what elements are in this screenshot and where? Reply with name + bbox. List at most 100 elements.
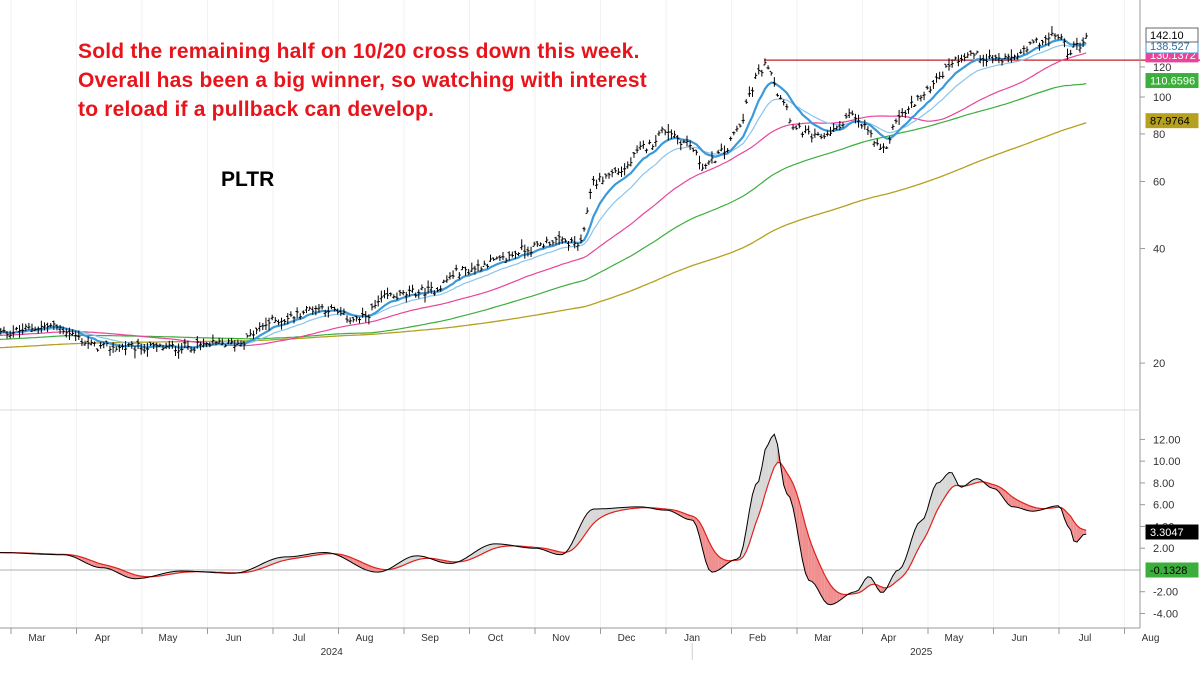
price-bar (214, 341, 218, 346)
price-bar (1000, 58, 1004, 66)
price-bar (401, 289, 405, 296)
price-bar (114, 346, 118, 352)
macd-fill-segment (867, 576, 872, 587)
price-bar (535, 241, 539, 247)
price-bar (17, 325, 22, 338)
macd-fill-segment (359, 561, 363, 569)
price-bar (420, 284, 424, 291)
price-bar (152, 342, 156, 349)
macd-fill-segment (895, 569, 900, 582)
price-bar (685, 135, 689, 147)
macd-fill-segment (771, 434, 775, 476)
price-bar (77, 330, 81, 340)
price-bar (320, 303, 324, 310)
macd-fill-segment (705, 534, 709, 570)
price-bar (707, 160, 711, 166)
macd-fill-segment (902, 559, 906, 577)
macd-tick-label: 12.00 (1153, 434, 1181, 446)
price-bar (361, 307, 365, 318)
price-tick-label: 20 (1153, 358, 1165, 370)
price-bar (95, 348, 100, 352)
price-bar (529, 246, 533, 257)
price-bar (304, 305, 309, 314)
year-label: 2025 (910, 647, 933, 658)
macd-fill-segment (702, 527, 706, 562)
price-bar (791, 124, 795, 131)
series-line-ema10 (0, 38, 1087, 350)
price-bar (117, 344, 121, 352)
price-bar (130, 341, 134, 349)
price-bar (507, 251, 511, 261)
price-bar (1034, 37, 1038, 43)
month-label: Jul (293, 633, 306, 644)
price-bar (928, 86, 932, 94)
macd-fill-segment (1070, 516, 1074, 541)
price-bar (657, 130, 661, 137)
price-bar (1012, 54, 1017, 60)
price-bar (432, 290, 436, 296)
price-bar (682, 139, 686, 144)
macd-fill-segment (789, 477, 794, 509)
price-bar (1081, 37, 1085, 48)
price-bar (626, 161, 630, 169)
price-bar (573, 236, 577, 249)
macd-fill-segment (793, 483, 797, 525)
month-label: Aug (356, 633, 374, 644)
macd-fill-segment (933, 483, 937, 519)
price-bar (323, 309, 327, 317)
price-bar (691, 148, 695, 153)
price-bar (1062, 38, 1067, 48)
price-bar (279, 317, 284, 330)
macd-fill-segment (708, 541, 712, 573)
price-bar (863, 119, 867, 130)
month-label: Jul (1079, 633, 1092, 644)
price-bar (492, 257, 496, 262)
price-bar (1016, 52, 1020, 60)
price-bar (89, 339, 93, 346)
price-bar (24, 323, 28, 332)
price-bar (1025, 46, 1029, 53)
macd-fill-segment (715, 552, 719, 572)
price-bar (978, 55, 982, 64)
month-label: Mar (814, 633, 832, 644)
macd-tick-label: 8.00 (1153, 478, 1174, 490)
price-bar (170, 340, 174, 349)
price-bar (785, 103, 789, 111)
price-bar (357, 317, 362, 324)
price-bar (314, 305, 318, 316)
price-bar (133, 345, 137, 359)
macd-fill-segment (724, 559, 728, 566)
price-bar (1053, 33, 1057, 40)
price-bar (763, 58, 767, 66)
price-bar (239, 340, 243, 347)
macd-fill-segment (1064, 509, 1068, 526)
price-bar (410, 284, 415, 293)
price-bar (414, 292, 418, 298)
macd-fill-segment (1014, 498, 1018, 508)
price-bar (1047, 32, 1051, 47)
price-bar (629, 157, 633, 167)
price-bar (139, 343, 143, 355)
price-bar (220, 338, 224, 346)
price-bar (46, 322, 50, 333)
price-bar (613, 167, 617, 174)
price-bar (647, 139, 652, 145)
price-bar (295, 307, 299, 319)
price-bar (183, 338, 187, 349)
month-label: Mar (28, 633, 46, 644)
price-bar (987, 49, 992, 60)
price-bar (36, 326, 40, 334)
price-bar (470, 262, 474, 272)
price-bar (701, 163, 705, 171)
price-bar (485, 263, 489, 269)
price-bar (694, 149, 698, 156)
price-bar (516, 252, 521, 257)
macd-fill-segment (786, 472, 790, 498)
price-bar (351, 317, 355, 323)
price-bar (326, 306, 330, 318)
price-bar (750, 87, 755, 97)
price-bar (308, 306, 312, 311)
price-bar (894, 118, 898, 124)
price-bar (959, 54, 964, 63)
month-label: May (945, 633, 964, 644)
